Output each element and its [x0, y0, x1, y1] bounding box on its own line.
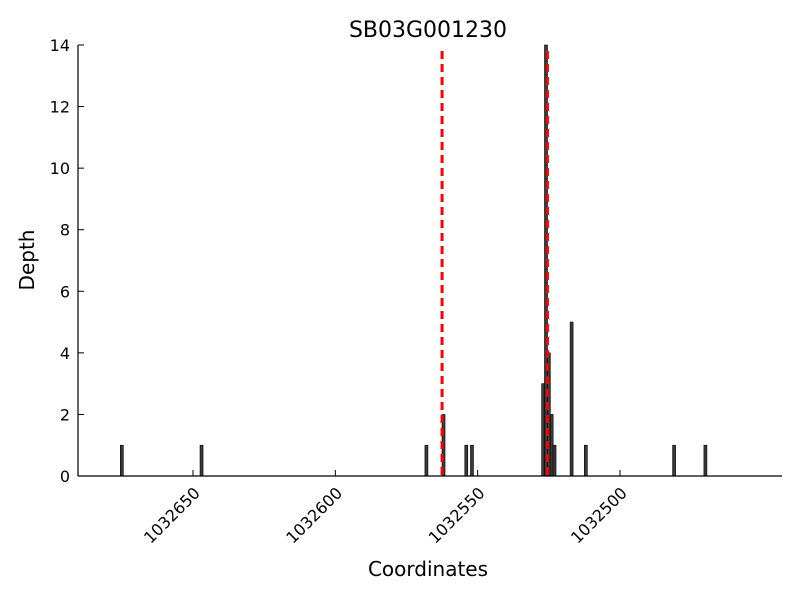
bar-11	[569, 321, 574, 477]
x-tick-label-3: 1032500	[567, 483, 631, 547]
bar-2	[424, 444, 429, 477]
y-tick-label-6: 12	[50, 98, 70, 117]
bar-14	[703, 444, 708, 477]
x-tick-label-2: 1032550	[425, 483, 489, 547]
bar-13	[672, 444, 676, 477]
bars-layer	[120, 44, 708, 477]
y-axis-label: Depth	[15, 230, 39, 291]
y-tick-label-3: 6	[60, 282, 70, 301]
bar-1	[199, 444, 204, 477]
axes-layer	[77, 45, 782, 477]
y-tick-label-0: 0	[60, 467, 70, 486]
y-tick-label-4: 8	[60, 221, 70, 240]
y-tick-label-1: 2	[60, 405, 70, 424]
bar-0	[120, 444, 124, 477]
x-tick-label-0: 1032650	[140, 483, 204, 547]
y-tick-label-5: 10	[50, 159, 70, 178]
y-tick-label-2: 4	[60, 344, 70, 363]
bar-12	[584, 444, 588, 477]
chart-title: SB03G001230	[349, 18, 507, 43]
marker-lines-layer	[440, 51, 549, 476]
y-tick-label-7: 14	[50, 36, 70, 55]
bar-9	[549, 414, 554, 477]
x-axis-label: Coordinates	[368, 557, 488, 581]
x-tick-label-1: 1032600	[282, 483, 346, 547]
bar-4	[464, 444, 469, 477]
bar-10	[552, 444, 557, 477]
bar-5	[470, 444, 474, 477]
